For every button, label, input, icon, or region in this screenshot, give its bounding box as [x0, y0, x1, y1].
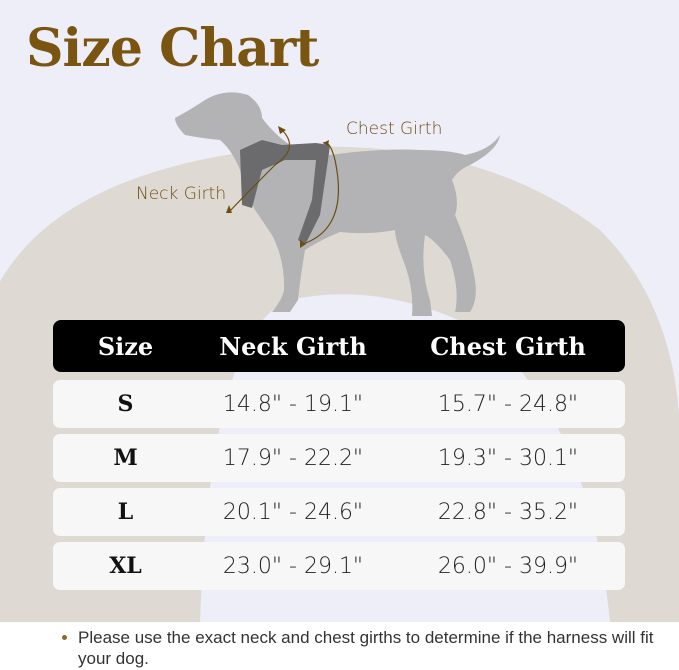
chest-cell: 26.0" - 39.9" — [437, 553, 579, 579]
size-cell: XL — [109, 553, 142, 579]
dog-silhouette — [175, 92, 500, 316]
table-row: L 20.1" - 24.6" 22.8" - 35.2" — [53, 488, 625, 536]
chest-girth-label: Chest Girth — [346, 119, 443, 139]
neck-girth-label: Neck Girth — [136, 184, 227, 204]
neck-cell: 17.9" - 22.2" — [222, 445, 364, 471]
table-header: Size Neck Girth Chest Girth — [53, 320, 625, 372]
neck-cell: 23.0" - 29.1" — [222, 553, 364, 579]
bullet-icon — [62, 635, 67, 640]
neck-cell: 14.8" - 19.1" — [222, 391, 364, 417]
table-row: XL 23.0" - 29.1" 26.0" - 39.9" — [53, 542, 625, 590]
chest-cell: 19.3" - 30.1" — [437, 445, 579, 471]
size-cell: L — [117, 499, 134, 525]
fit-note: Please use the exact neck and chest girt… — [62, 627, 662, 669]
table-row: M 17.9" - 22.2" 19.3" - 30.1" — [53, 434, 625, 482]
header-size: Size — [97, 331, 154, 361]
chest-cell: 22.8" - 35.2" — [437, 499, 579, 525]
chest-cell: 15.7" - 24.8" — [437, 391, 579, 417]
size-cell: M — [113, 445, 138, 471]
fit-note-text: Please use the exact neck and chest girt… — [78, 628, 654, 668]
size-cell: S — [117, 391, 134, 417]
neck-cell: 20.1" - 24.6" — [222, 499, 364, 525]
header-chest-girth: Chest Girth — [430, 331, 586, 361]
size-chart-graphic: Size Chart Chest Girth Neck Girth Size N… — [0, 0, 679, 622]
header-neck-girth: Neck Girth — [219, 331, 367, 361]
table-row: S 14.8" - 19.1" 15.7" - 24.8" — [53, 380, 625, 428]
page-title: Size Chart — [26, 18, 319, 79]
